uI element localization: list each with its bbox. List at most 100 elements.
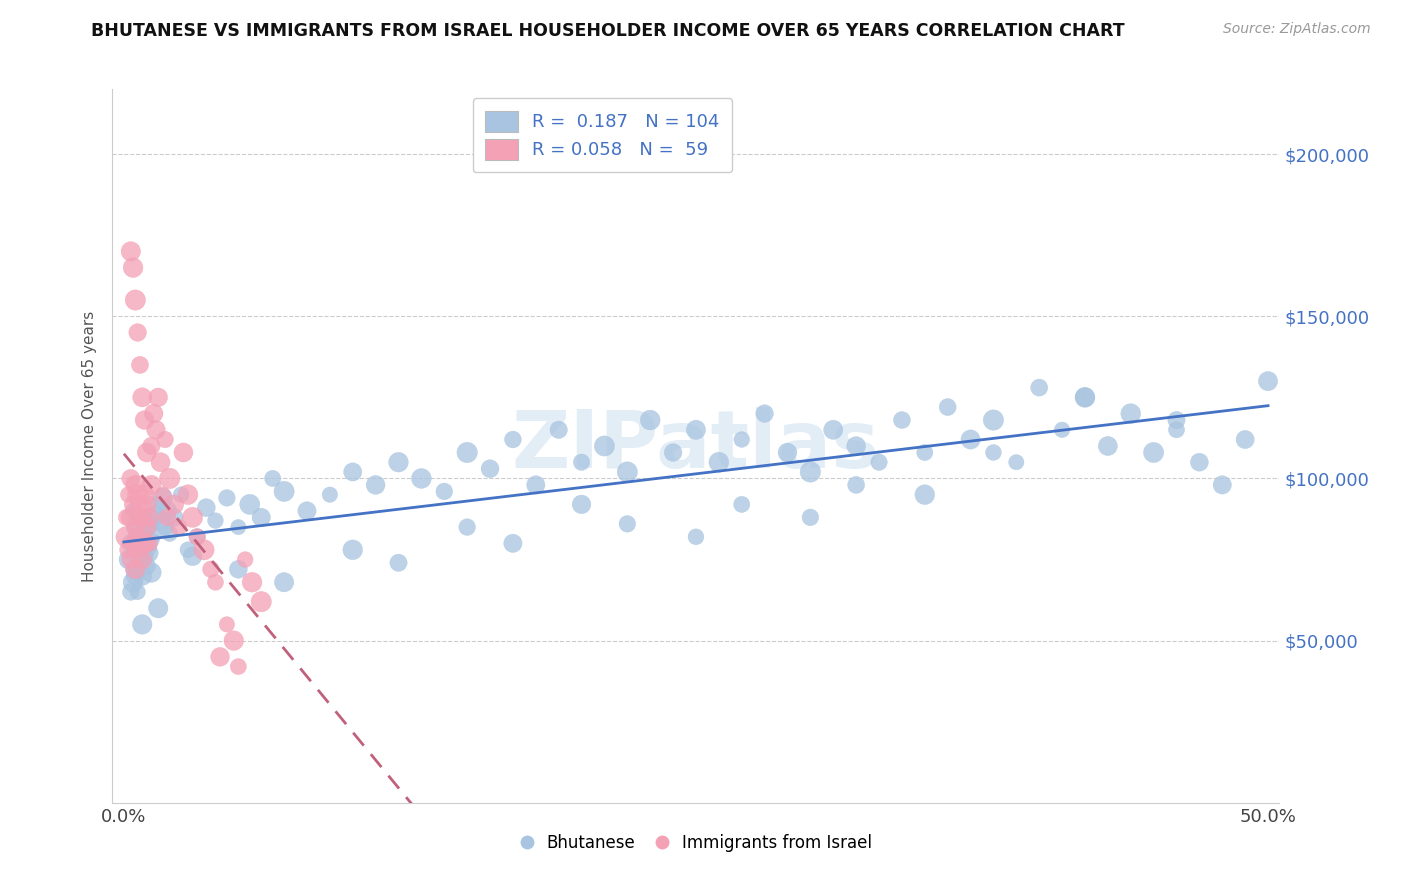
Point (156, 510, 179, 524)
Point (799, 510, 821, 524)
Point (181, 549, 204, 564)
Point (177, 542, 200, 557)
Point (204, 575, 226, 590)
Point (273, 575, 295, 590)
Point (319, 488, 342, 502)
Point (170, 488, 193, 502)
Point (1211, 478, 1233, 492)
Point (129, 556, 152, 570)
Point (145, 423, 167, 437)
Point (685, 530, 707, 544)
Point (131, 617, 153, 632)
Point (152, 488, 174, 502)
Point (233, 552, 256, 566)
Point (138, 536, 160, 550)
Point (228, 520, 250, 534)
Point (148, 497, 170, 511)
Point (959, 433, 981, 447)
Point (127, 326, 149, 340)
Point (731, 497, 754, 511)
Point (707, 455, 730, 469)
Y-axis label: Householder Income Over 65 years: Householder Income Over 65 years (82, 310, 97, 582)
Point (571, 497, 593, 511)
Point (135, 540, 157, 554)
Point (250, 595, 273, 609)
Point (222, 633, 245, 648)
Point (141, 533, 163, 547)
Point (186, 530, 208, 544)
Point (983, 445, 1005, 459)
Point (120, 585, 142, 599)
Point (1119, 407, 1142, 421)
Point (124, 568, 146, 582)
Point (141, 439, 163, 453)
Point (1166, 413, 1188, 427)
Point (547, 423, 569, 437)
Point (129, 530, 152, 544)
Point (124, 478, 146, 492)
Point (1097, 439, 1119, 453)
Point (387, 455, 409, 469)
Point (138, 510, 160, 524)
Point (342, 542, 364, 557)
Point (1142, 445, 1164, 459)
Text: Source: ZipAtlas.com: Source: ZipAtlas.com (1223, 22, 1371, 37)
Text: ZIPatlas: ZIPatlas (512, 407, 880, 485)
Point (120, 536, 142, 550)
Point (122, 575, 145, 590)
Point (131, 390, 153, 404)
Point (228, 562, 250, 576)
Point (273, 484, 295, 499)
Point (167, 520, 190, 534)
Point (524, 478, 547, 492)
Point (571, 455, 593, 469)
Point (122, 536, 145, 550)
Point (262, 471, 284, 485)
Point (124, 293, 146, 307)
Point (228, 659, 250, 673)
Point (129, 497, 152, 511)
Point (124, 520, 146, 534)
Point (239, 497, 262, 511)
Point (411, 471, 433, 485)
Point (215, 491, 238, 505)
Point (135, 520, 157, 534)
Point (159, 471, 181, 485)
Point (250, 510, 273, 524)
Point (122, 260, 145, 275)
Legend: Bhutanese, Immigrants from Israel: Bhutanese, Immigrants from Israel (513, 828, 879, 859)
Text: BHUTANESE VS IMMIGRANTS FROM ISRAEL HOUSEHOLDER INCOME OVER 65 YEARS CORRELATION: BHUTANESE VS IMMIGRANTS FROM ISRAEL HOUS… (91, 22, 1125, 40)
Point (1166, 423, 1188, 437)
Point (163, 497, 186, 511)
Point (135, 445, 157, 459)
Point (127, 585, 149, 599)
Point (387, 556, 409, 570)
Point (117, 552, 139, 566)
Point (1028, 381, 1050, 395)
Point (117, 488, 139, 502)
Point (914, 445, 936, 459)
Point (131, 568, 153, 582)
Point (129, 358, 152, 372)
Point (131, 510, 153, 524)
Point (115, 530, 138, 544)
Point (1074, 390, 1097, 404)
Point (124, 562, 146, 576)
Point (117, 542, 139, 557)
Point (364, 478, 387, 492)
Point (148, 390, 170, 404)
Point (342, 465, 364, 479)
Point (149, 455, 172, 469)
Point (776, 445, 799, 459)
Point (152, 491, 174, 505)
Point (120, 510, 142, 524)
Point (616, 516, 638, 531)
Point (120, 552, 142, 566)
Point (124, 562, 146, 576)
Point (134, 536, 156, 550)
Point (193, 542, 215, 557)
Point (295, 504, 318, 518)
Point (502, 433, 524, 447)
Point (131, 552, 153, 566)
Point (208, 649, 231, 664)
